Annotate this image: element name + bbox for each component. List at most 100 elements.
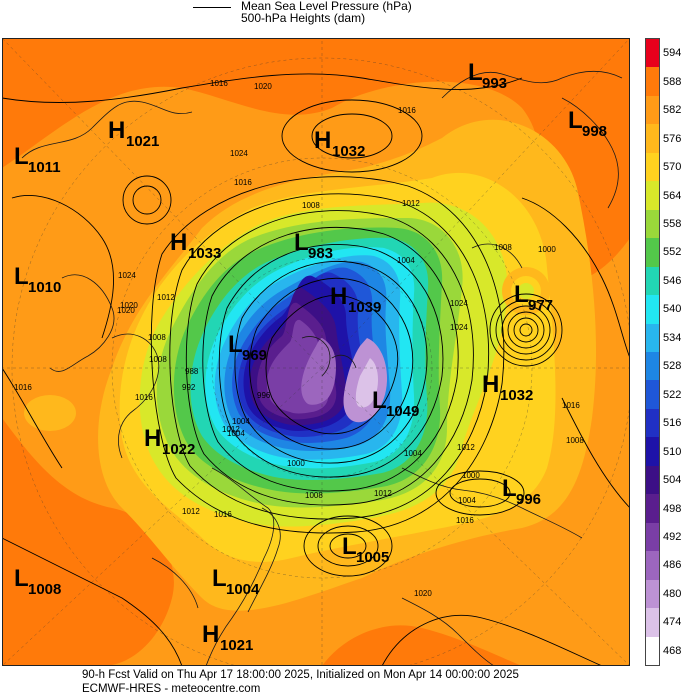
contour-label: 1016: [562, 401, 580, 410]
low-center: L 993: [468, 59, 507, 92]
contour-label: 1020: [117, 306, 135, 315]
svg-text:1022: 1022: [162, 441, 195, 458]
low-center: L 1005: [342, 533, 389, 566]
contour-label: 1020: [120, 301, 138, 310]
contour-label: 1012: [182, 507, 200, 516]
svg-text:1011: 1011: [28, 159, 61, 176]
scale-swatch: [646, 295, 659, 325]
svg-text:1032: 1032: [332, 143, 365, 160]
scale-tick-label: 552: [663, 246, 681, 259]
scale-tick-label: 498: [663, 502, 681, 515]
low-center: L 998: [568, 107, 607, 140]
svg-text:993: 993: [482, 75, 507, 92]
contour-label: 988: [185, 367, 199, 376]
scale-swatch: [646, 95, 659, 125]
svg-text:L: L: [372, 387, 387, 414]
scale-swatch: [646, 209, 659, 239]
isobar-layer: [2, 73, 630, 666]
contour-label: 1004: [232, 417, 250, 426]
svg-text:H: H: [482, 371, 499, 398]
contour-label: 1004: [227, 429, 245, 438]
low-center: L 1049: [372, 387, 419, 420]
contour-label: 1000: [462, 471, 480, 480]
contour-label: 1016: [14, 383, 32, 392]
contour-label: 1016: [398, 106, 416, 115]
source-text: ECMWF-HRES - meteocentre.com: [82, 683, 261, 695]
contour-label: 1024: [118, 271, 136, 280]
scale-tick-label: 516: [663, 417, 681, 430]
contour-label: 1004: [404, 449, 422, 458]
svg-text:L: L: [228, 331, 243, 358]
svg-text:H: H: [314, 127, 331, 154]
svg-text:1004: 1004: [226, 581, 260, 598]
svg-text:977: 977: [528, 297, 553, 314]
map-frame: [2, 38, 630, 666]
svg-text:L: L: [568, 107, 583, 134]
svg-text:1032: 1032: [500, 387, 533, 404]
svg-text:H: H: [330, 283, 347, 310]
low-center: L 1004: [212, 565, 260, 598]
scale-tick-label: 486: [663, 559, 681, 572]
mslp-line-swatch: [193, 7, 231, 8]
scale-swatch: [646, 323, 659, 353]
svg-text:L: L: [514, 281, 529, 308]
svg-text:983: 983: [308, 245, 333, 262]
contour-label: 1016: [234, 178, 252, 187]
contour-label: 1024: [230, 149, 248, 158]
legend-header: Mean Sea Level Pressure (hPa) 500-hPa He…: [0, 0, 681, 36]
coastline-layer: [21, 70, 623, 666]
scale-swatch: [646, 124, 659, 154]
scale-tick-label: 558: [663, 217, 681, 230]
scale-swatch: [646, 437, 659, 467]
svg-text:L: L: [212, 565, 227, 592]
scale-tick-label: 576: [663, 132, 681, 145]
height-fill-layer: [2, 38, 630, 666]
svg-text:L: L: [294, 229, 309, 256]
low-center: L 969: [228, 331, 267, 364]
contour-label: 992: [182, 383, 196, 392]
contour-label: 1012: [222, 425, 240, 434]
heights-legend-label: 500-hPa Heights (dam): [241, 11, 366, 25]
low-center: L 996: [502, 475, 541, 508]
scale-tick-label: 540: [663, 303, 681, 316]
contour-label: 1016: [456, 516, 474, 525]
svg-text:1005: 1005: [356, 549, 389, 566]
contour-label: 1008: [566, 436, 584, 445]
contour-label: 996: [257, 391, 271, 400]
high-center: H 1032: [314, 127, 365, 160]
contour-label: 1020: [254, 82, 272, 91]
scale-tick-label: 546: [663, 274, 681, 287]
high-center: H 1021: [108, 117, 159, 150]
scale-tick-label: 504: [663, 474, 681, 487]
svg-text:1033: 1033: [188, 245, 221, 262]
contour-label: 1024: [450, 323, 468, 332]
valid-time-text: 90-h Fcst Valid on Thu Apr 17 18:00:00 2…: [82, 669, 519, 681]
low-center: L 1008: [14, 565, 61, 598]
svg-text:L: L: [14, 565, 29, 592]
scale-swatch: [646, 181, 659, 211]
graticule-layer: [2, 38, 630, 666]
contour-label: 1008: [148, 333, 166, 342]
svg-text:H: H: [144, 425, 161, 452]
scale-swatch: [646, 636, 659, 666]
scale-swatch: [646, 522, 659, 552]
contour-label: 1016: [135, 393, 153, 402]
scale-tick-label: 594: [663, 47, 681, 60]
scale-tick-label: 510: [663, 445, 681, 458]
scale-swatch: [646, 380, 659, 410]
svg-text:H: H: [202, 621, 219, 648]
contour-label: 1016: [210, 79, 228, 88]
mslp-legend-label: Mean Sea Level Pressure (hPa): [241, 0, 412, 13]
scale-swatch: [646, 608, 659, 638]
contour-label: 1016: [214, 510, 232, 519]
low-center: L 1011: [14, 143, 61, 176]
contour-label: 1008: [302, 201, 320, 210]
high-center: H 1032: [482, 371, 533, 404]
contour-label: 1008: [305, 491, 323, 500]
scale-swatch: [646, 579, 659, 609]
svg-text:996: 996: [516, 491, 541, 508]
forecast-map: 1016 1020 1016 1024 1016 1008 1012 1024 …: [2, 38, 630, 666]
contour-label: 1004: [458, 496, 476, 505]
scale-swatch: [646, 551, 659, 581]
high-center: H 1022: [144, 425, 195, 458]
